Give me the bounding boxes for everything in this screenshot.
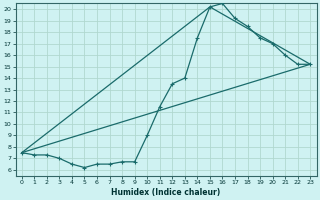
X-axis label: Humidex (Indice chaleur): Humidex (Indice chaleur) [111, 188, 221, 197]
